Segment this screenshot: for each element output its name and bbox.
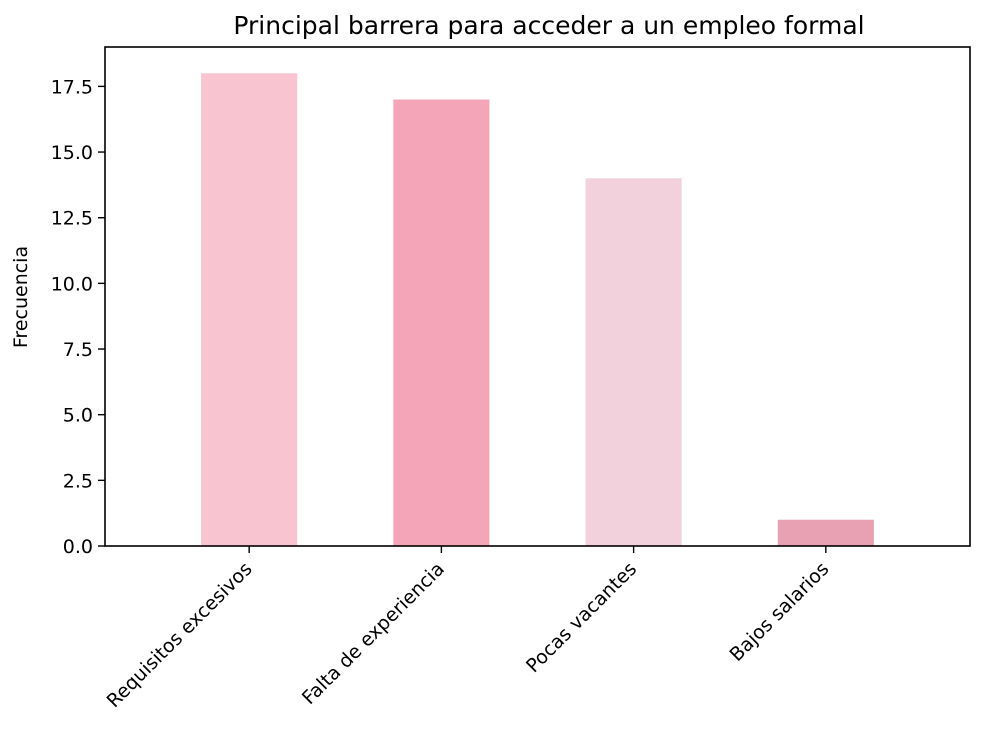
bar-2 bbox=[393, 99, 490, 547]
y-tick-label: 17.5 bbox=[51, 76, 93, 98]
y-tick-label: 0.0 bbox=[63, 536, 93, 558]
plot-frame bbox=[104, 46, 971, 547]
x-tick-label: Requisitos excesivos bbox=[103, 558, 257, 712]
x-tick-label: Bajos salarios bbox=[725, 558, 833, 666]
y-tick-label: 12.5 bbox=[51, 208, 93, 230]
y-tick-label: 15.0 bbox=[51, 142, 93, 164]
bar-3 bbox=[585, 178, 682, 546]
y-tick-label: 7.5 bbox=[63, 339, 93, 361]
y-tick-label: 2.5 bbox=[63, 470, 93, 492]
y-tick-label: 10.0 bbox=[51, 273, 93, 295]
y-tick-label: 5.0 bbox=[63, 405, 93, 427]
x-tick-label: Pocas vacantes bbox=[522, 558, 641, 677]
y-ticks-group: 0.0 2.5 5.0 7.5 10.0 12.5 15.0 17.5 bbox=[51, 76, 105, 558]
x-tick-label: Falta de experiencia bbox=[298, 558, 449, 709]
y-axis-label: Frecuencia bbox=[10, 246, 32, 348]
bars-group bbox=[201, 73, 874, 547]
bar-4 bbox=[777, 519, 874, 546]
x-ticks-group: Requisitos excesivos Falta de experiencia… bbox=[103, 546, 833, 712]
bar-1 bbox=[201, 73, 298, 547]
chart-title: Principal barrera para acceder a un empl… bbox=[233, 11, 864, 40]
